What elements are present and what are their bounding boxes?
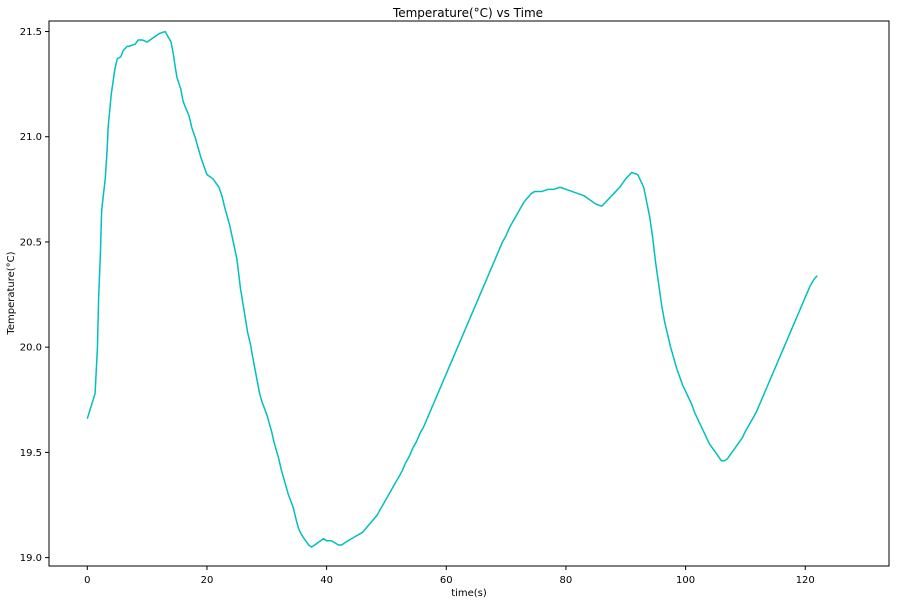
x-tick-label: 80 xyxy=(560,575,573,586)
y-tick-label: 20.5 xyxy=(20,237,42,248)
y-axis: 19.0 19.5 20.0 20.5 21.0 21.5 xyxy=(20,27,49,564)
y-tick-label: 19.5 xyxy=(20,448,42,459)
x-axis-label: time(s) xyxy=(451,588,487,599)
x-tick-label: 100 xyxy=(676,575,695,586)
x-tick-label: 40 xyxy=(320,575,333,586)
series-layer xyxy=(86,30,818,548)
x-axis: 0 20 40 60 80 100 120 xyxy=(84,566,815,586)
chart-title: Temperature(°C) vs Time xyxy=(392,6,543,20)
x-tick-label: 60 xyxy=(440,575,453,586)
series-line-temperature xyxy=(86,30,818,548)
y-axis-label: Temperature(°C) xyxy=(6,251,17,335)
y-tick-label: 21.5 xyxy=(20,27,42,38)
x-tick-label: 20 xyxy=(201,575,214,586)
plot-frame xyxy=(48,20,890,567)
x-tick-label: 120 xyxy=(796,575,815,586)
y-tick-label: 21.0 xyxy=(20,132,42,143)
y-tick-label: 19.0 xyxy=(20,553,42,564)
y-tick-label: 20.0 xyxy=(20,343,42,354)
x-tick-label: 0 xyxy=(84,575,90,586)
